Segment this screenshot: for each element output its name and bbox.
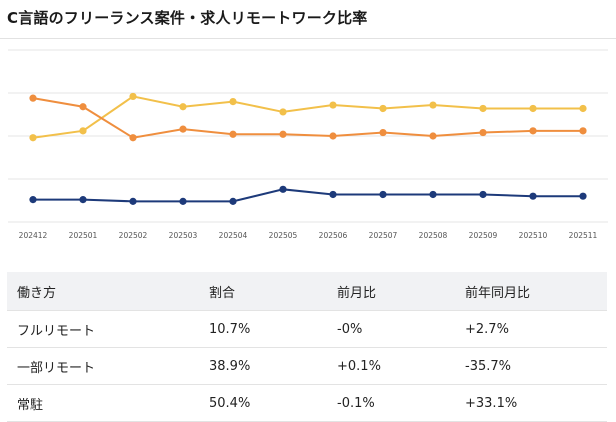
series-1 — [29, 92, 587, 142]
data-point — [379, 190, 387, 199]
cell-ratio: 10.7% — [199, 310, 327, 348]
data-point — [179, 125, 187, 133]
x-tick-label: 202511 — [569, 231, 598, 240]
series-3 — [29, 185, 587, 205]
data-point — [329, 190, 337, 199]
header-ratio: 割合 — [199, 272, 327, 311]
data-point — [329, 132, 337, 140]
x-tick-label: 202502 — [119, 231, 148, 240]
table-row: フルリモート 10.7% -0% +2.7% — [7, 310, 607, 348]
data-point — [279, 185, 287, 193]
data-point — [79, 103, 87, 111]
data-point — [229, 98, 237, 106]
series-line — [32, 95, 583, 139]
data-point — [429, 190, 437, 199]
data-point — [379, 104, 387, 113]
data-point — [429, 101, 437, 109]
x-tick-label: 202505 — [269, 231, 298, 240]
x-tick-label: 202506 — [319, 231, 348, 240]
series-2 — [29, 94, 587, 142]
cell-work-style: フルリモート — [7, 310, 199, 348]
header-mom: 前月比 — [327, 272, 455, 311]
data-point — [79, 196, 87, 204]
cell-yoy: +2.7% — [455, 310, 607, 348]
x-tick-label: 202503 — [169, 231, 198, 240]
x-tick-label: 202510 — [519, 231, 548, 240]
work-style-table: 働き方 割合 前月比 前年同月比 フルリモート 10.7% -0% +2.7% … — [7, 272, 607, 422]
cell-ratio: 50.4% — [199, 384, 327, 422]
x-tick-label: 202509 — [469, 231, 498, 240]
data-point — [529, 192, 537, 200]
data-point — [379, 128, 387, 137]
data-point — [229, 197, 237, 205]
x-axis-tick-labels: 202412 202501 202502 202503 202504 202505 2025… — [19, 231, 598, 240]
table-row: 一部リモート 38.9% +0.1% -35.7% — [7, 347, 607, 385]
data-point — [579, 192, 587, 200]
title-divider — [0, 38, 616, 39]
data-point — [179, 197, 187, 205]
series-line — [33, 188, 583, 203]
data-point — [479, 104, 487, 113]
data-point — [79, 127, 87, 135]
x-tick-label: 202508 — [419, 231, 448, 240]
cell-yoy: +33.1% — [455, 384, 607, 422]
cell-mom: -0.1% — [327, 384, 455, 422]
data-point — [279, 130, 287, 138]
remote-ratio-line-chart: 202412 202501 202502 202503 202504 202505 2025… — [8, 49, 608, 240]
data-point — [29, 196, 37, 204]
x-tick-label: 202501 — [69, 231, 98, 240]
data-point — [429, 132, 437, 140]
header-work-style: 働き方 — [7, 272, 199, 311]
cell-yoy: -35.7% — [455, 347, 607, 385]
x-tick-label: 202504 — [219, 231, 248, 240]
cell-work-style: 常駐 — [7, 384, 199, 422]
cell-work-style: 一部リモート — [7, 347, 199, 385]
data-point — [29, 134, 37, 142]
data-point — [229, 130, 237, 138]
x-tick-label: 202412 — [19, 231, 48, 240]
table-header-row: 働き方 割合 前月比 前年同月比 — [7, 272, 607, 311]
data-point — [529, 127, 537, 135]
series-lines — [29, 92, 587, 205]
data-point — [579, 127, 587, 135]
data-point — [129, 197, 137, 205]
series-line — [32, 97, 583, 139]
x-tick-label: 202507 — [369, 231, 398, 240]
cell-mom: +0.1% — [327, 347, 455, 385]
chart-title: C言語のフリーランス案件・求人リモートワーク比率 — [7, 9, 368, 27]
data-point — [579, 104, 587, 113]
data-point — [329, 101, 337, 109]
data-point — [529, 104, 537, 113]
data-point — [29, 94, 37, 102]
data-point — [479, 190, 487, 199]
data-point — [179, 103, 187, 111]
data-point — [479, 128, 487, 137]
data-point — [129, 134, 137, 142]
cell-ratio: 38.9% — [199, 347, 327, 385]
data-point — [129, 92, 137, 101]
data-point — [279, 108, 287, 116]
table-row: 常駐 50.4% -0.1% +33.1% — [7, 384, 607, 422]
header-yoy: 前年同月比 — [455, 272, 607, 311]
cell-mom: -0% — [327, 310, 455, 348]
